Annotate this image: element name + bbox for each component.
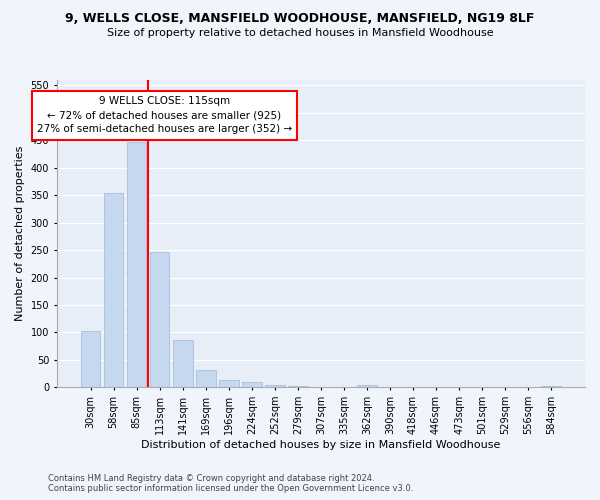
X-axis label: Distribution of detached houses by size in Mansfield Woodhouse: Distribution of detached houses by size …: [141, 440, 500, 450]
Text: 9, WELLS CLOSE, MANSFIELD WOODHOUSE, MANSFIELD, NG19 8LF: 9, WELLS CLOSE, MANSFIELD WOODHOUSE, MAN…: [65, 12, 535, 26]
Text: Size of property relative to detached houses in Mansfield Woodhouse: Size of property relative to detached ho…: [107, 28, 493, 38]
Bar: [265, 384, 284, 388]
Bar: [127, 142, 146, 388]
Bar: [173, 340, 193, 388]
Bar: [242, 382, 262, 388]
Bar: [104, 193, 124, 388]
Bar: [357, 384, 377, 388]
Y-axis label: Number of detached properties: Number of detached properties: [15, 146, 25, 322]
Bar: [219, 380, 239, 388]
Bar: [541, 386, 561, 388]
Text: Contains HM Land Registry data © Crown copyright and database right 2024.: Contains HM Land Registry data © Crown c…: [48, 474, 374, 483]
Bar: [150, 252, 169, 388]
Bar: [288, 386, 308, 388]
Text: 9 WELLS CLOSE: 115sqm
← 72% of detached houses are smaller (925)
27% of semi-det: 9 WELLS CLOSE: 115sqm ← 72% of detached …: [37, 96, 292, 134]
Bar: [196, 370, 215, 388]
Bar: [81, 331, 100, 388]
Text: Contains public sector information licensed under the Open Government Licence v3: Contains public sector information licen…: [48, 484, 413, 493]
